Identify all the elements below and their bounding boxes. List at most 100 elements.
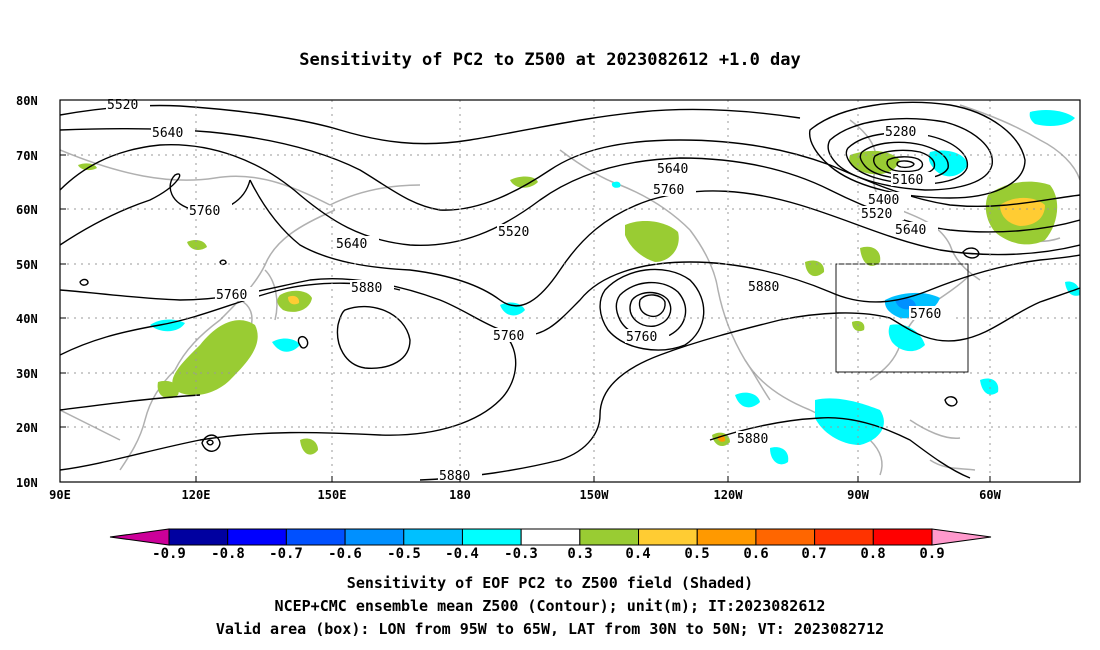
colorbar-label: -0.5	[387, 546, 421, 562]
lat-label: 80N	[16, 94, 38, 108]
contour-label: 5880	[439, 469, 470, 484]
colorbar-cell	[638, 528, 698, 546]
lat-label: 50N	[16, 258, 38, 272]
colorbar-cells	[168, 528, 933, 546]
colorbar-label: -0.7	[269, 546, 303, 562]
contour-label: 5520	[498, 225, 529, 240]
contour-label: 5760	[626, 330, 657, 345]
contour-label: 5640	[657, 162, 688, 177]
shade-patch	[510, 176, 538, 188]
colorbar-cell	[755, 528, 816, 546]
shade-patch	[611, 181, 621, 188]
contour-label: 5760	[216, 288, 247, 303]
shade-patch	[272, 338, 300, 352]
map-frame	[59, 99, 1081, 483]
shade-patch	[157, 380, 179, 399]
shade-patch	[860, 246, 881, 266]
colorbar-label: -0.3	[504, 546, 538, 562]
colorbar-cell	[814, 528, 874, 546]
contour-label: 5280	[885, 125, 916, 140]
lon-label: 180	[449, 488, 471, 502]
shade-patch	[150, 319, 185, 332]
shade-patch	[770, 447, 789, 465]
chart-title: Sensitivity of PC2 to Z500 at 2023082612…	[299, 50, 801, 70]
shade-patch	[172, 320, 258, 396]
contour-label: 5640	[336, 237, 367, 252]
colorbar-label: -0.9	[152, 546, 186, 562]
caption-shading: Sensitivity of EOF PC2 to Z500 field (Sh…	[346, 574, 754, 592]
colorbar-label: 0.9	[919, 546, 944, 562]
lon-label: 150W	[580, 488, 610, 502]
caption-valid-area: Valid area (box): LON from 95W to 65W, L…	[215, 620, 885, 638]
coastlines	[60, 104, 1080, 476]
lat-label: 40N	[16, 312, 38, 326]
contour-label: 5520	[107, 98, 138, 113]
shade-patch	[288, 295, 300, 305]
colorbar-cell	[579, 528, 640, 546]
contour-label: 5880	[748, 280, 779, 295]
contour-label: 5520	[861, 207, 892, 222]
contour-label: 5880	[351, 281, 382, 296]
shade-patch	[625, 220, 679, 262]
shade-patch	[1065, 281, 1080, 296]
colorbar-cell	[344, 528, 405, 546]
contour-label: 5760	[653, 183, 684, 198]
colorbar-label: 0.6	[743, 546, 768, 562]
colorbar-label: -0.6	[328, 546, 362, 562]
z500-contours	[60, 101, 1080, 481]
shade-patch	[805, 260, 825, 277]
colorbar: -0.9 -0.8 -0.7 -0.6 -0.5 -0.4 -0.3 0.3 0…	[109, 528, 992, 562]
shade-patch	[852, 320, 865, 332]
longitude-labels: 90E 120E 150E 180 150W 120W 90W 60W	[49, 488, 1001, 502]
lat-label: 20N	[16, 421, 38, 435]
shade-patch	[500, 302, 525, 316]
shade-patch	[815, 398, 884, 445]
contour-label: 5760	[910, 307, 941, 322]
shade-patch	[1029, 110, 1075, 126]
colorbar-cell	[227, 528, 287, 546]
shade-patch	[735, 392, 760, 408]
colorbar-cell	[403, 528, 463, 546]
contour-label: 5160	[892, 173, 923, 188]
shade-patch	[888, 324, 925, 352]
colorbar-label: -0.8	[211, 546, 245, 562]
colorbar-label: -0.4	[445, 546, 479, 562]
colorbar-low-arrow	[109, 528, 170, 546]
lat-label: 30N	[16, 367, 38, 381]
shade-patch	[187, 239, 207, 250]
colorbar-label: 0.4	[625, 546, 650, 562]
contour-label: 5880	[737, 432, 768, 447]
shade-patch	[980, 378, 999, 395]
lat-label: 60N	[16, 203, 38, 217]
lon-label: 120W	[714, 488, 744, 502]
contour-label: 5640	[895, 223, 926, 238]
contour-label: 5640	[152, 126, 183, 141]
lon-label: 90W	[847, 488, 869, 502]
contour-labels: 5520 5640 5760 5640 5760 5880 5760 5520 …	[106, 97, 953, 484]
colorbar-cell	[520, 528, 581, 546]
contour-label: 5400	[868, 193, 899, 208]
colorbar-label: 0.8	[860, 546, 885, 562]
colorbar-cell	[872, 528, 933, 546]
colorbar-label: 0.5	[684, 546, 709, 562]
lon-label: 150E	[318, 488, 347, 502]
colorbar-cell	[285, 528, 346, 546]
caption-contour: NCEP+CMC ensemble mean Z500 (Contour); u…	[274, 597, 826, 615]
latitude-labels: 80N 70N 60N 50N 40N 30N 20N 10N	[16, 94, 38, 490]
colorbar-cell	[461, 528, 522, 546]
colorbar-high-arrow	[931, 528, 992, 546]
colorbar-label: 0.7	[801, 546, 826, 562]
contour-label: 5760	[493, 329, 524, 344]
colorbar-cell	[696, 528, 757, 546]
colorbar-label: 0.3	[567, 546, 592, 562]
sensitivity-shading	[78, 110, 1080, 465]
contour-label: 5760	[189, 204, 220, 219]
lon-label: 120E	[182, 488, 211, 502]
lon-label: 60W	[979, 488, 1001, 502]
axis-ticks	[60, 99, 991, 482]
colorbar-cell	[168, 528, 229, 546]
lat-label: 70N	[16, 149, 38, 163]
lat-label: 10N	[16, 476, 38, 490]
lon-label: 90E	[49, 488, 71, 502]
